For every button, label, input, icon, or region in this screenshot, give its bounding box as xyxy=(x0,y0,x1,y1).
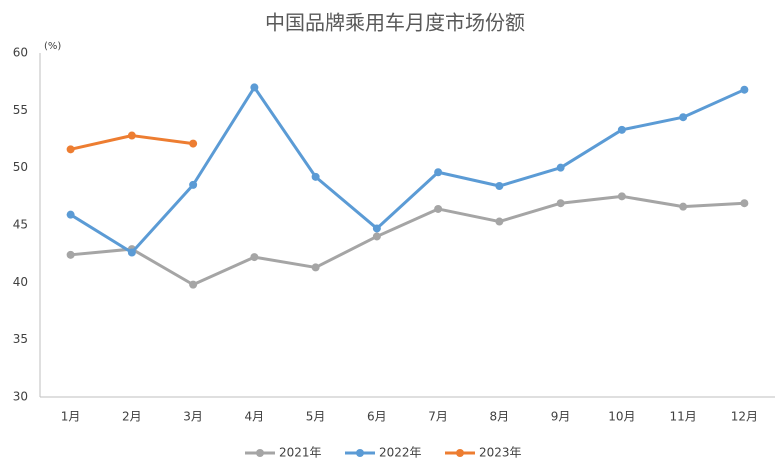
y-tick-label: 45 xyxy=(13,218,28,232)
x-tick-label: 8月 xyxy=(490,410,510,424)
data-point xyxy=(617,192,626,201)
legend-marker xyxy=(356,449,364,457)
data-point xyxy=(679,113,688,122)
data-point xyxy=(556,199,565,208)
x-tick-label: 9月 xyxy=(551,410,571,424)
data-point xyxy=(189,139,198,148)
x-tick-label: 11月 xyxy=(669,410,696,424)
y-tick-label: 50 xyxy=(13,160,28,174)
data-point xyxy=(127,131,136,140)
data-point xyxy=(250,83,259,92)
data-point xyxy=(495,217,504,226)
data-point xyxy=(311,172,320,181)
data-point xyxy=(434,168,443,177)
data-point xyxy=(372,232,381,241)
data-point xyxy=(189,180,198,189)
series-line xyxy=(70,194,745,287)
data-point xyxy=(311,263,320,272)
legend-label: 2023年 xyxy=(479,446,522,460)
y-tick-label: 55 xyxy=(13,103,28,117)
x-tick-label: 5月 xyxy=(306,410,326,424)
data-point xyxy=(372,224,381,233)
legend-label: 2022年 xyxy=(379,446,422,460)
data-point xyxy=(127,248,136,257)
data-point xyxy=(66,250,75,259)
data-point xyxy=(617,125,626,134)
data-point xyxy=(679,202,688,211)
legend-marker xyxy=(456,449,464,457)
data-point xyxy=(434,204,443,213)
legend-marker xyxy=(256,449,264,457)
x-tick-label: 12月 xyxy=(731,410,758,424)
data-point xyxy=(740,199,749,208)
data-point xyxy=(250,253,259,262)
data-point xyxy=(66,145,75,154)
series-line xyxy=(69,85,745,255)
data-point xyxy=(495,182,504,191)
y-tick-label: 60 xyxy=(13,46,28,60)
legend-label: 2021年 xyxy=(279,446,322,460)
data-point xyxy=(66,210,75,219)
x-tick-label: 1月 xyxy=(61,410,81,424)
y-tick-label: 35 xyxy=(13,332,28,346)
x-tick-label: 7月 xyxy=(428,410,448,424)
x-tick-label: 4月 xyxy=(245,410,265,424)
x-tick-label: 10月 xyxy=(608,410,635,424)
x-tick-label: 3月 xyxy=(183,410,203,424)
y-tick-label: 30 xyxy=(13,390,28,404)
y-axis-unit: (%) xyxy=(44,41,61,52)
data-point xyxy=(556,163,565,172)
x-tick-label: 2月 xyxy=(122,410,142,424)
data-point xyxy=(189,280,198,289)
x-tick-label: 6月 xyxy=(367,410,387,424)
chart-title: 中国品牌乘用车月度市场份额 xyxy=(265,11,525,35)
data-point xyxy=(740,85,749,94)
y-tick-label: 40 xyxy=(13,275,28,289)
